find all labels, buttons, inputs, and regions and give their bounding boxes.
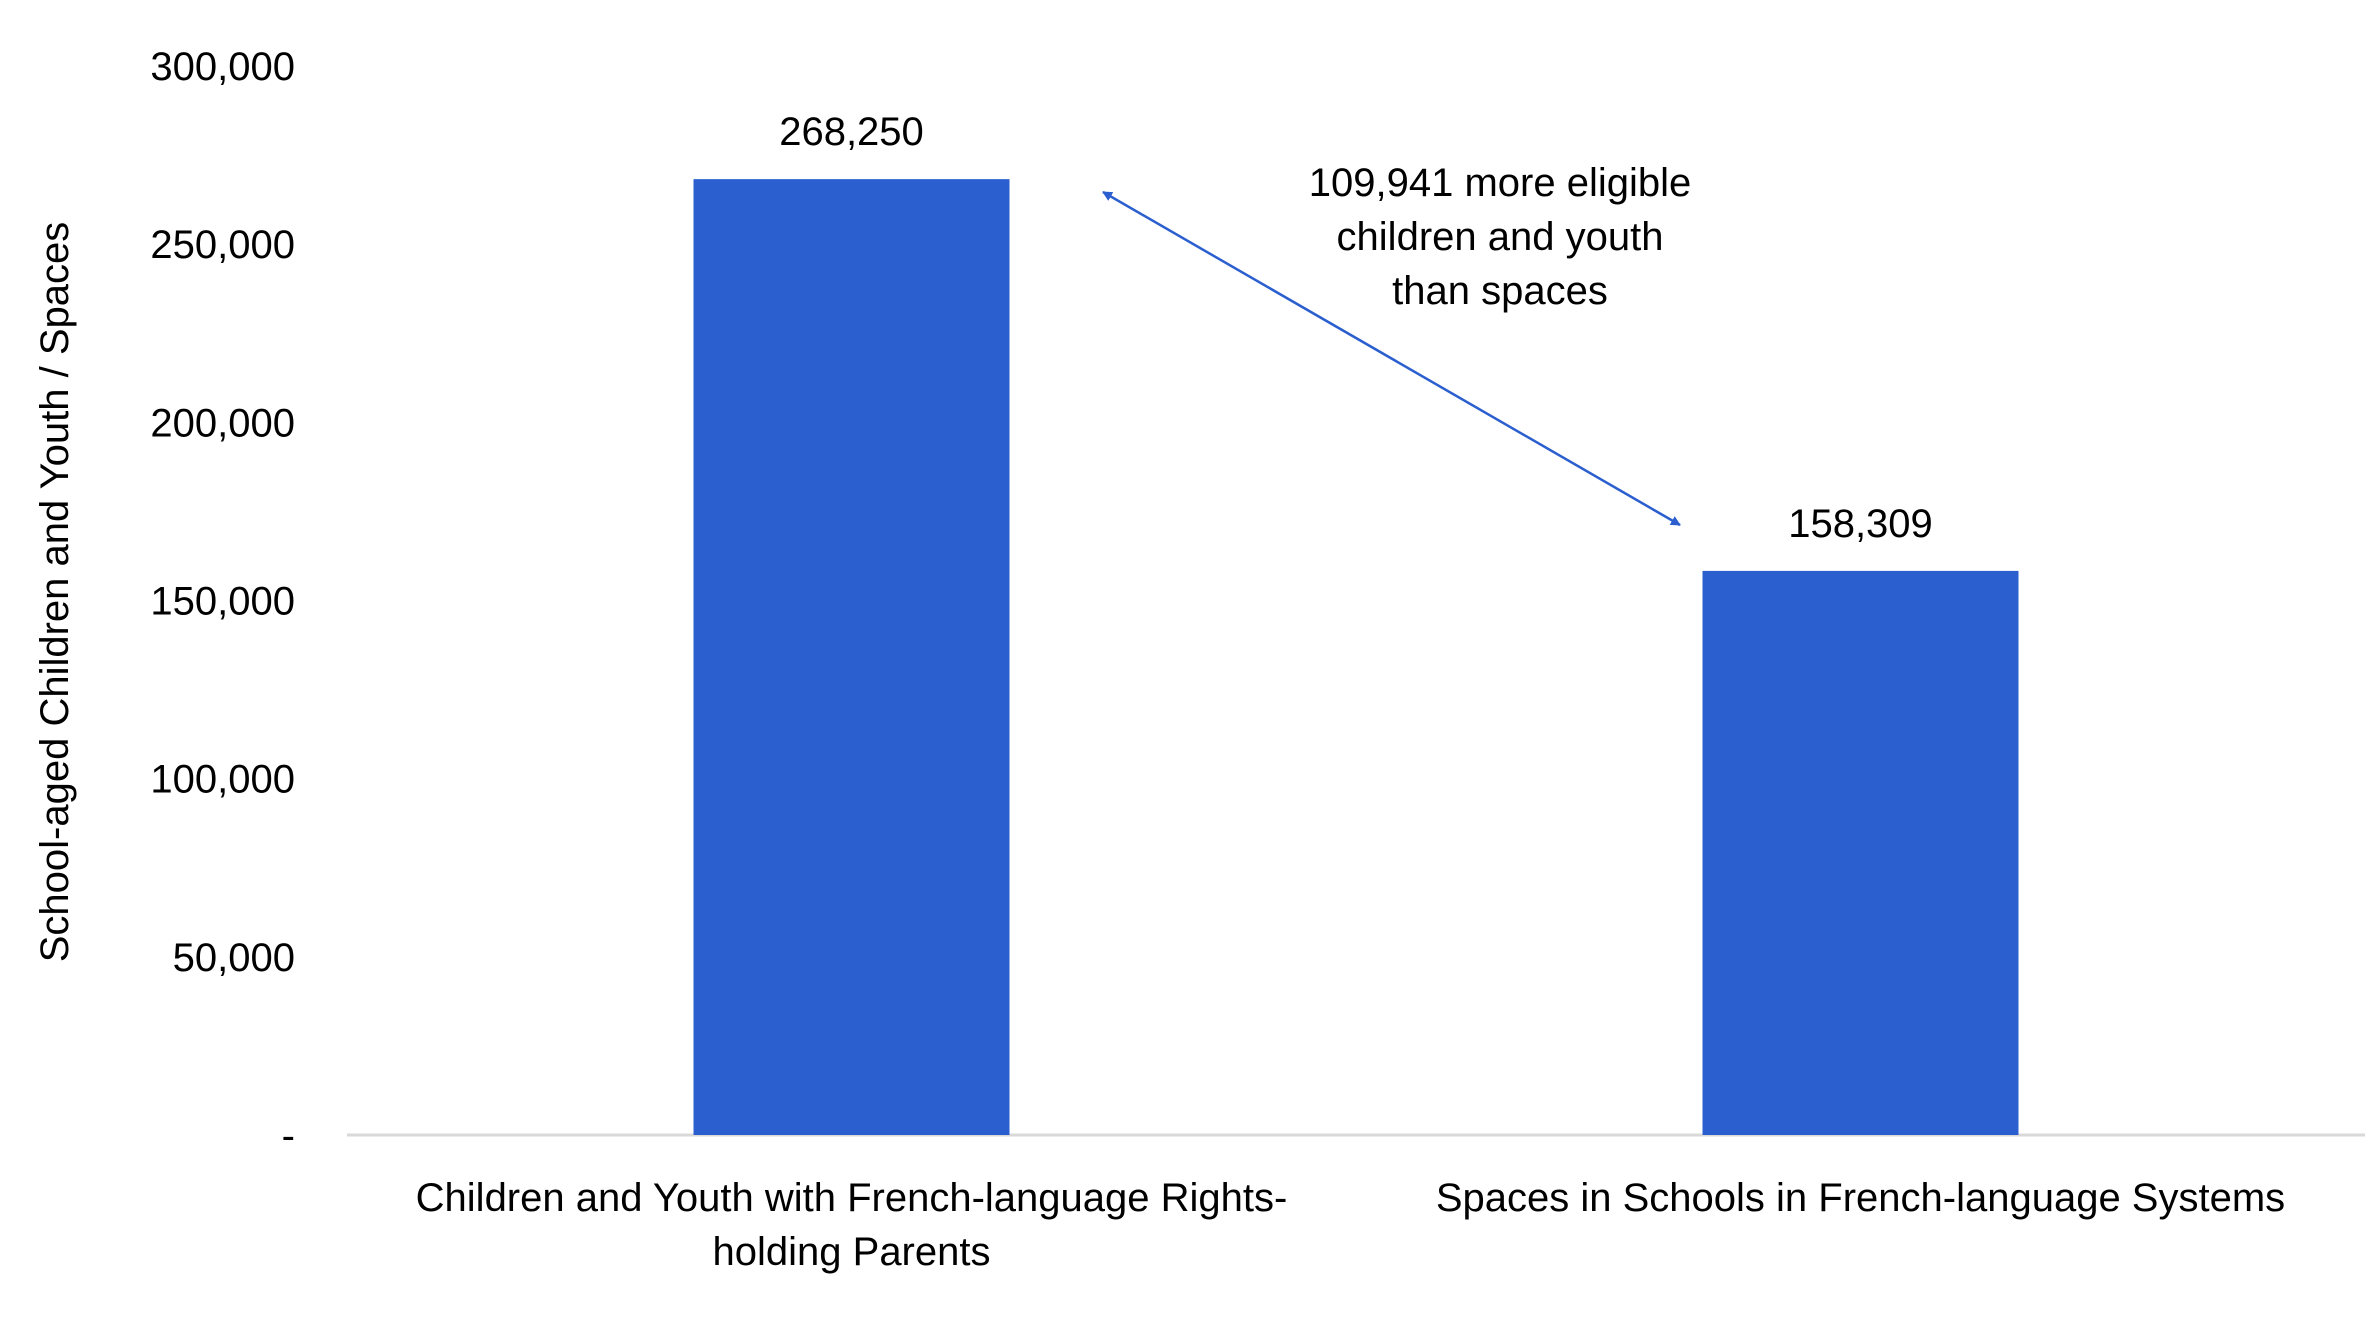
y-tick-label: - xyxy=(282,1114,295,1158)
difference-arrow xyxy=(1102,190,1681,527)
y-tick-label: 100,000 xyxy=(150,758,295,802)
difference-annotation: 109,941 more eligible children and youth t… xyxy=(1309,161,1691,313)
y-tick-label: 300,000 xyxy=(150,45,295,89)
annotation-line: children and youth xyxy=(1337,215,1664,259)
bar-value-label: 268,250 xyxy=(779,110,924,154)
x-category-label: Spaces in Schools in French-language Sys… xyxy=(1436,1176,2285,1220)
bars xyxy=(693,179,2019,1135)
bar-value-label: 158,309 xyxy=(1788,502,1933,546)
data-labels: 268,250 158,309 xyxy=(779,110,1933,546)
bar xyxy=(693,179,1010,1135)
y-tick-label: 250,000 xyxy=(150,223,295,267)
bar xyxy=(1702,570,2019,1135)
x-axis-categories: Children and Youth with French-language … xyxy=(416,1176,2286,1274)
x-category-label: Children and Youth with French-language … xyxy=(416,1176,1288,1220)
annotation-line: 109,941 more eligible xyxy=(1309,161,1691,205)
y-tick-label: 50,000 xyxy=(173,936,295,980)
y-tick-label: 150,000 xyxy=(150,580,295,624)
annotation-line: than spaces xyxy=(1392,269,1608,313)
x-category-label: holding Parents xyxy=(713,1230,991,1274)
y-axis-ticks: - 50,000 100,000 150,000 200,000 250,000 300,0… xyxy=(150,45,295,1158)
y-axis-label: School-aged Children and Youth / Spaces xyxy=(33,222,77,963)
y-tick-label: 200,000 xyxy=(150,401,295,445)
